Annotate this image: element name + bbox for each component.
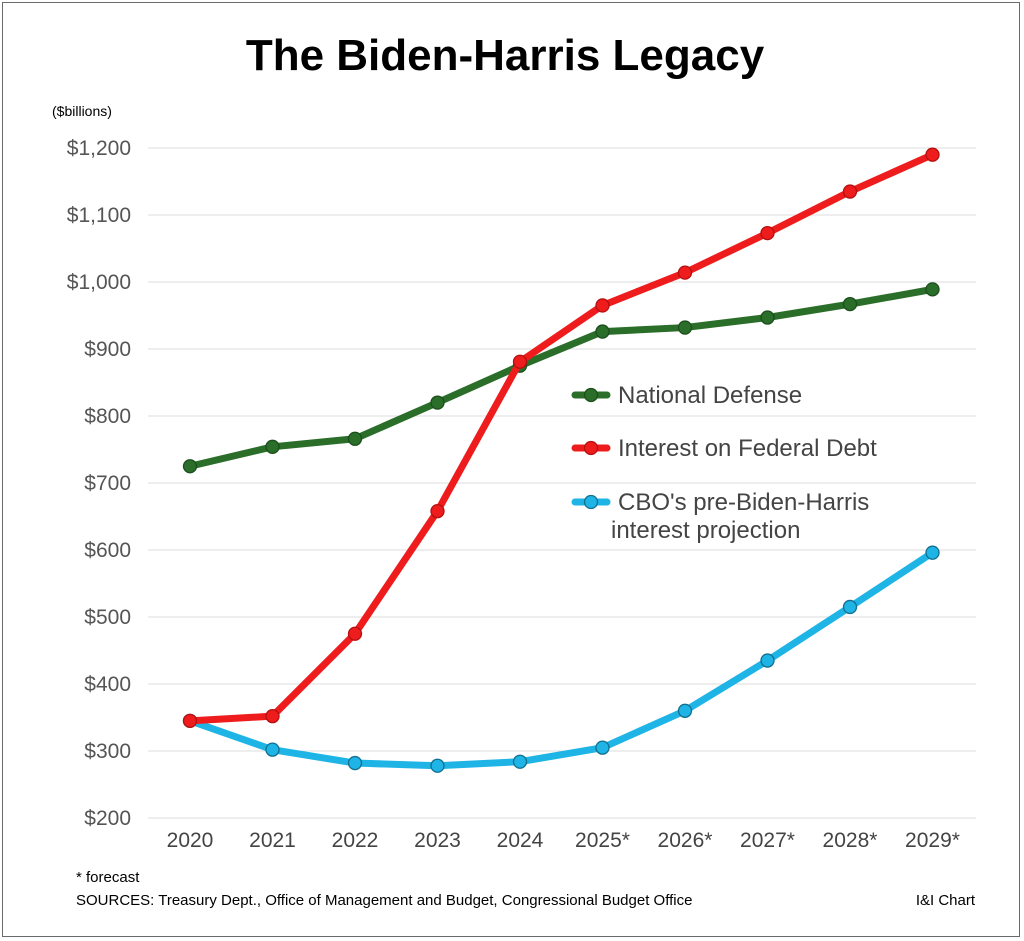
x-tick-label: 2022 xyxy=(332,829,379,852)
y-tick-label: $300 xyxy=(84,740,131,763)
data-point xyxy=(595,298,610,313)
x-axis-ticks: 2020 2021 2022 2023 2024 2025* 2026* 2027* 2028*… xyxy=(167,829,960,852)
data-point xyxy=(430,503,445,519)
chart-title: The Biden-Harris Legacy xyxy=(246,31,765,80)
y-tick-label: $400 xyxy=(84,673,131,696)
x-tick-label: 2025* xyxy=(575,829,630,852)
x-tick-label: 2026* xyxy=(658,829,713,852)
x-tick-label: 2021 xyxy=(249,829,296,852)
credit-text: I&I Chart xyxy=(916,892,976,909)
data-point xyxy=(677,703,693,718)
series-line xyxy=(186,549,936,770)
y-tick-label: $900 xyxy=(84,338,131,361)
data-point xyxy=(347,431,363,446)
y-tick-label: $500 xyxy=(84,606,131,629)
forecast-note: * forecast xyxy=(76,869,140,886)
data-point xyxy=(182,713,198,728)
sources-text: SOURCES: Treasury Dept., Office of Manag… xyxy=(76,892,692,909)
data-point xyxy=(512,754,528,769)
data-point xyxy=(182,459,198,474)
series-lines xyxy=(182,147,940,773)
data-point xyxy=(842,599,858,615)
data-point xyxy=(595,324,610,339)
data-point xyxy=(925,147,940,162)
data-point xyxy=(760,653,775,668)
legend-label: interest projection xyxy=(611,517,800,544)
legend-label: National Defense xyxy=(618,382,802,409)
y-axis-ticks: $200 $300 $400 $500 $600 $700 $800 $900 $1,000 $1… xyxy=(67,137,131,830)
data-point xyxy=(760,225,775,241)
data-point xyxy=(430,395,445,410)
data-point xyxy=(925,282,940,297)
legend-swatch-marker xyxy=(583,494,599,510)
y-tick-label: $1,000 xyxy=(67,271,131,294)
series-line xyxy=(186,285,936,470)
x-tick-label: 2028* xyxy=(823,829,878,852)
series-1 xyxy=(182,147,940,728)
x-tick-label: 2023 xyxy=(414,829,461,852)
legend-label: CBO's pre-Biden-Harris xyxy=(618,489,869,516)
x-tick-label: 2024 xyxy=(497,829,544,852)
y-tick-label: $600 xyxy=(84,539,131,562)
data-point xyxy=(430,758,445,773)
y-tick-label: $200 xyxy=(84,807,131,830)
legend-swatch-marker xyxy=(583,440,599,456)
data-point xyxy=(842,296,858,312)
legend-swatch-marker xyxy=(583,387,599,403)
x-tick-label: 2027* xyxy=(740,829,795,852)
x-tick-label: 2029* xyxy=(905,829,960,852)
y-tick-label: $800 xyxy=(84,405,131,428)
data-point xyxy=(595,740,610,755)
data-point xyxy=(347,626,363,641)
data-point xyxy=(677,265,693,280)
data-point xyxy=(512,354,528,369)
data-point xyxy=(265,742,280,757)
unit-label: ($billions) xyxy=(52,103,112,119)
data-point xyxy=(265,709,280,724)
data-point xyxy=(265,439,280,454)
data-point xyxy=(760,310,775,325)
legend-label: Interest on Federal Debt xyxy=(618,435,877,462)
data-point xyxy=(842,184,858,199)
y-tick-label: $1,100 xyxy=(67,204,131,227)
y-tick-label: $700 xyxy=(84,472,131,495)
y-tick-label: $1,200 xyxy=(67,137,131,160)
series-line xyxy=(186,151,936,725)
data-point xyxy=(347,755,363,771)
series-2 xyxy=(182,545,940,773)
legend: National Defense Interest on Federal Debt… xyxy=(571,382,877,544)
data-point xyxy=(925,545,940,560)
x-tick-label: 2020 xyxy=(167,829,214,852)
data-point xyxy=(677,320,693,335)
